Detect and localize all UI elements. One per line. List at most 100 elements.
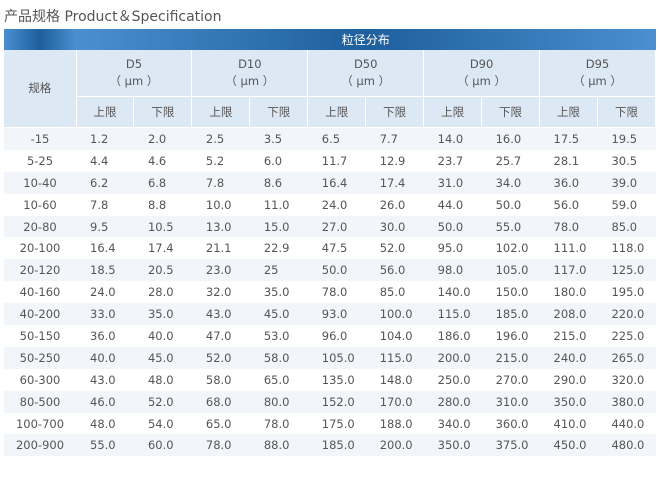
value-cell: 450.0 bbox=[539, 434, 598, 457]
value-cell: 150.0 bbox=[481, 281, 540, 304]
value-cell: 47.0 bbox=[191, 325, 250, 347]
value-cell: 6.0 bbox=[249, 149, 308, 172]
value-cell: 39.0 bbox=[597, 171, 656, 194]
upper-limit-header: 上限 bbox=[539, 96, 598, 128]
value-cell: 7.8 bbox=[191, 171, 250, 194]
value-cell: 56.0 bbox=[539, 193, 598, 216]
value-cell: 40.0 bbox=[76, 346, 134, 369]
value-cell: 196.0 bbox=[481, 325, 540, 347]
value-cell: 15.0 bbox=[249, 215, 308, 238]
value-cell: 350.0 bbox=[539, 390, 598, 413]
value-cell: 17.4 bbox=[365, 171, 424, 194]
table-row: 20-100 16.4 17.4 21.1 22.9 47.5 52.0 95.0 102.0 1… bbox=[4, 237, 656, 260]
value-cell: 28.0 bbox=[133, 281, 192, 304]
table-row: 5-25 4.4 4.6 5.2 6.0 11.7 12.9 23.7 25.7 28.1 30.5 bbox=[4, 149, 656, 172]
table-row: 40-200 33.0 35.0 43.0 45.0 93.0 100.0 115.0 185.… bbox=[4, 303, 656, 326]
value-cell: 26.0 bbox=[365, 193, 424, 216]
value-cell: 30.5 bbox=[597, 149, 656, 172]
value-cell: 33.0 bbox=[76, 303, 134, 326]
table-body: -15 1.2 2.0 2.5 3.5 6.5 7.7 14.0 16.0 17.5 19.5 5-2… bbox=[4, 127, 656, 457]
value-cell: 20.5 bbox=[133, 259, 192, 282]
value-cell: 85.0 bbox=[597, 215, 656, 238]
value-cell: 360.0 bbox=[481, 412, 540, 435]
band-row: 粒径分布 bbox=[4, 29, 656, 50]
value-cell: 6.5 bbox=[307, 127, 366, 150]
value-cell: 19.5 bbox=[597, 127, 656, 150]
value-cell: 480.0 bbox=[597, 434, 656, 457]
value-cell: 440.0 bbox=[597, 412, 656, 435]
value-cell: 65.0 bbox=[249, 368, 308, 391]
value-cell: 45.0 bbox=[133, 346, 192, 369]
value-cell: 208.0 bbox=[539, 303, 598, 326]
group-unit: （ μm ） bbox=[109, 74, 159, 88]
value-cell: 17.5 bbox=[539, 127, 598, 150]
spec-cell: 20-120 bbox=[4, 259, 76, 282]
value-cell: 10.5 bbox=[133, 215, 192, 238]
value-cell: 50.0 bbox=[481, 193, 540, 216]
value-cell: 115.0 bbox=[365, 346, 424, 369]
group-name: D10 bbox=[238, 57, 262, 71]
table-row: 200-900 55.0 60.0 78.0 88.0 185.0 200.0 350.0 37… bbox=[4, 434, 656, 457]
value-cell: 12.9 bbox=[365, 149, 424, 172]
value-cell: 280.0 bbox=[423, 390, 482, 413]
value-cell: 105.0 bbox=[307, 346, 366, 369]
value-cell: 9.5 bbox=[76, 215, 134, 238]
value-cell: 85.0 bbox=[365, 281, 424, 304]
value-cell: 50.0 bbox=[307, 259, 366, 282]
band-label: 粒径分布 bbox=[76, 29, 656, 50]
value-cell: 31.0 bbox=[423, 171, 482, 194]
table-row: 10-60 7.8 8.8 10.0 11.0 24.0 26.0 44.0 50.0 56.0 5… bbox=[4, 193, 656, 216]
value-cell: 111.0 bbox=[539, 237, 598, 260]
value-cell: 410.0 bbox=[539, 412, 598, 435]
group-name: D5 bbox=[125, 57, 143, 71]
value-cell: 350.0 bbox=[423, 434, 482, 457]
value-cell: 44.0 bbox=[423, 193, 482, 216]
limit-header-row: 上限 下限 上限 下限 上限 下限 上限 下限 上限 下限 bbox=[4, 96, 657, 128]
group-header-d10: D10 （ μm ） bbox=[191, 50, 309, 97]
value-cell: 102.0 bbox=[481, 237, 540, 260]
value-cell: 5.2 bbox=[191, 149, 250, 172]
value-cell: 50.0 bbox=[423, 215, 482, 238]
value-cell: 32.0 bbox=[191, 281, 250, 304]
table-row: 60-300 43.0 48.0 58.0 65.0 135.0 148.0 250.0 270… bbox=[4, 368, 656, 391]
value-cell: 290.0 bbox=[539, 368, 598, 391]
value-cell: 2.0 bbox=[133, 127, 192, 150]
value-cell: 115.0 bbox=[423, 303, 482, 326]
value-cell: 3.5 bbox=[249, 127, 308, 150]
value-cell: 36.0 bbox=[539, 171, 598, 194]
value-cell: 185.0 bbox=[307, 434, 366, 457]
group-name: D90 bbox=[469, 57, 494, 71]
value-cell: 152.0 bbox=[307, 390, 366, 413]
value-cell: 6.8 bbox=[133, 171, 192, 194]
table-row: 20-120 18.5 20.5 23.0 25 50.0 56.0 98.0 105.0 117… bbox=[4, 259, 656, 282]
value-cell: 24.0 bbox=[76, 281, 134, 304]
upper-limit-header: 上限 bbox=[76, 96, 135, 128]
value-cell: 46.0 bbox=[76, 390, 134, 413]
table-row: 100-700 48.0 54.0 65.0 78.0 175.0 188.0 340.0 36… bbox=[4, 412, 656, 435]
page-title: 产品规格 Product＆Specification bbox=[4, 9, 222, 25]
value-cell: 43.0 bbox=[76, 368, 134, 391]
group-unit: （ μm ） bbox=[225, 74, 275, 88]
value-cell: 140.0 bbox=[423, 281, 482, 304]
value-cell: 28.1 bbox=[539, 149, 598, 172]
value-cell: 98.0 bbox=[423, 259, 482, 282]
value-cell: 2.5 bbox=[191, 127, 250, 150]
spec-cell: 5-25 bbox=[4, 149, 76, 172]
value-cell: 270.0 bbox=[481, 368, 540, 391]
value-cell: 4.6 bbox=[133, 149, 192, 172]
lower-limit-header: 下限 bbox=[365, 96, 425, 128]
value-cell: 59.0 bbox=[597, 193, 656, 216]
value-cell: 53.0 bbox=[249, 325, 308, 347]
value-cell: 135.0 bbox=[307, 368, 366, 391]
value-cell: 47.5 bbox=[307, 237, 366, 260]
value-cell: 55.0 bbox=[76, 434, 134, 457]
value-cell: 21.1 bbox=[191, 237, 250, 260]
spec-header: 规格 bbox=[4, 50, 77, 128]
value-cell: 25 bbox=[249, 259, 308, 282]
value-cell: 13.0 bbox=[191, 215, 250, 238]
value-cell: 48.0 bbox=[76, 412, 134, 435]
value-cell: 10.0 bbox=[191, 193, 250, 216]
spec-cell: 10-40 bbox=[4, 171, 76, 194]
value-cell: 186.0 bbox=[423, 325, 482, 347]
value-cell: 340.0 bbox=[423, 412, 482, 435]
